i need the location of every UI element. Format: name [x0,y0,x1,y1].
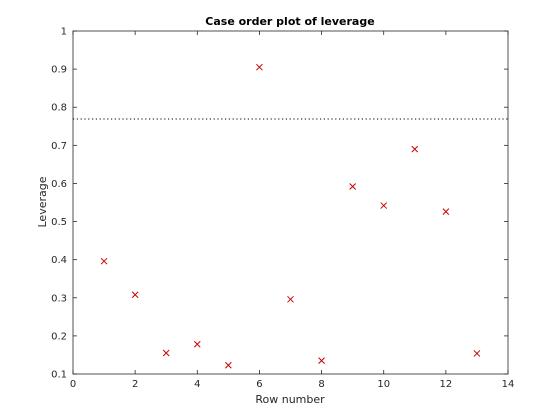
x-tick-label: 14 [502,379,515,390]
y-tick-label: 0.7 [51,141,67,152]
y-tick-label: 0.3 [51,293,67,304]
plot-area [72,30,509,375]
y-tick-label: 0.1 [51,370,67,381]
data-point [473,350,481,357]
data-point [411,145,419,153]
y-tick-label: 0.4 [51,255,67,266]
x-tick-label: 4 [194,379,200,390]
chart-title: Case order plot of leverage [205,15,374,28]
y-tick-label: 0.9 [51,65,67,76]
x-tick-label: 12 [439,379,452,390]
y-tick-label: 0.6 [51,179,67,190]
x-tick-label: 6 [256,379,262,390]
data-point [380,202,388,209]
data-point [162,349,170,357]
y-tick-label: 0.2 [51,331,67,342]
x-axis-label: Row number [255,393,325,406]
x-tick-label: 8 [318,379,324,390]
y-axis-label: Leverage [36,176,49,227]
x-tick-label: 0 [70,379,76,390]
x-tick-label: 2 [132,379,138,390]
data-point [318,357,325,365]
y-tick-label: 0.8 [51,103,67,114]
data-point [193,340,201,348]
data-point [287,295,294,303]
data-point [100,257,108,265]
data-point [225,361,232,369]
data-points-layer [100,63,481,369]
y-tick-label: 0.5 [51,217,67,228]
y-tick-label: 1 [61,27,67,38]
data-point [349,183,356,190]
data-point [256,63,263,71]
ticks-layer: 0 2 4 6 8 10 12 14 0.1 0.2 0.3 0.4 0.5 0.6 0.7 0.8 0.9 1 [51,27,514,391]
data-point [131,291,139,299]
data-point [442,208,450,216]
x-tick-label: 10 [377,379,390,390]
